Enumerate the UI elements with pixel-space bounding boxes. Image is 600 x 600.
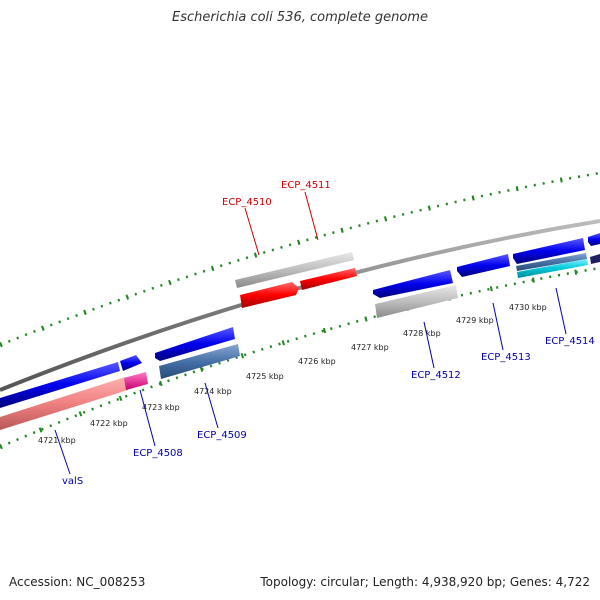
gene-label-ECP_4510[interactable]: ECP_4510 (222, 197, 272, 208)
scale-tick-label: 4726 kbp (298, 357, 336, 366)
feature-valS-salmon[interactable] (0, 377, 128, 430)
feature-ECP_4510[interactable] (240, 282, 299, 308)
leader-ECP_4509 (204, 382, 219, 429)
feature-ECP_4513[interactable] (457, 254, 510, 277)
leader-ECP_4508 (139, 389, 156, 447)
gene-label-ECP_4508[interactable]: ECP_4508 (133, 448, 183, 459)
gene-label-ECP_4509[interactable]: ECP_4509 (197, 430, 247, 441)
feature-left-large-blue[interactable] (0, 362, 120, 408)
feature-magenta[interactable] (124, 372, 148, 390)
feature-ECP_4509-steel[interactable] (159, 344, 240, 379)
feature-right-edge-dark[interactable] (590, 254, 600, 264)
feature-ECP_4509[interactable] (155, 327, 235, 361)
gc-skew-inner-track (0, 266, 600, 449)
scale-tick-label: 4729 kbp (456, 316, 494, 325)
scale-tick-label: 4727 kbp (351, 343, 389, 352)
leader-ECP_4514 (555, 287, 567, 335)
leader-ECP_4512 (423, 321, 435, 369)
scale-tick-label: 4725 kbp (246, 372, 284, 381)
feature-ECP_4511[interactable] (300, 268, 357, 290)
genome-backbone (0, 219, 600, 392)
genome-summary-text: Topology: circular; Length: 4,938,920 bp… (260, 575, 590, 589)
leader-valS (54, 429, 71, 475)
gc-skew-outer-track (0, 171, 600, 347)
gene-label-ECP_4511[interactable]: ECP_4511 (281, 180, 331, 191)
feature-ECP_4514-steel[interactable] (516, 253, 587, 271)
feature-right-edge-blue[interactable] (588, 233, 600, 246)
map-title: Escherichia coli 536, complete genome (172, 10, 428, 25)
gene-label-ECP_4513[interactable]: ECP_4513 (481, 352, 531, 363)
feature-ECP_4510-gray[interactable] (235, 252, 354, 288)
gene-label-valS[interactable]: valS (62, 476, 83, 487)
scale-tick-label: 4722 kbp (90, 419, 128, 428)
feature-ECP_4514[interactable] (513, 238, 585, 264)
leader-ECP_4510 (244, 207, 260, 256)
scale-tick-label: 4728 kbp (403, 329, 441, 338)
feature-ECP_4508[interactable] (120, 355, 142, 371)
scale-tick-label: 4721 kbp (38, 436, 76, 445)
scale-tick-label: 4724 kbp (194, 387, 232, 396)
scale-tick-label: 4723 kbp (142, 403, 180, 412)
gene-label-ECP_4512[interactable]: ECP_4512 (411, 370, 461, 381)
leader-ECP_4513 (492, 302, 504, 351)
feature-ECP_4512[interactable] (373, 270, 453, 298)
scale-tick-label: 4730 kbp (509, 303, 547, 312)
gene-label-ECP_4514[interactable]: ECP_4514 (545, 336, 595, 347)
accession-text: Accession: NC_008253 (9, 575, 146, 589)
feature-ECP_4514-cyan[interactable] (517, 259, 588, 278)
leader-ECP_4511 (304, 191, 319, 241)
gc-skew-outer-ticks (0, 170, 600, 348)
feature-ECP_4512-gray[interactable] (375, 285, 458, 318)
